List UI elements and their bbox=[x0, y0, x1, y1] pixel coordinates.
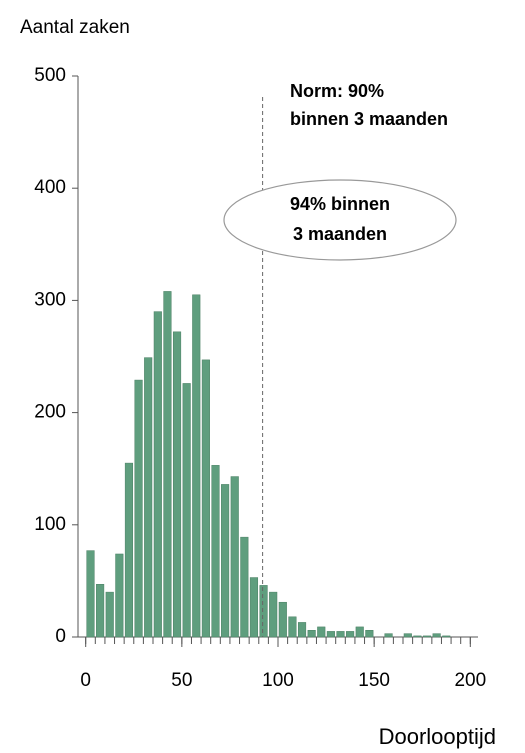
bar bbox=[96, 584, 105, 638]
bar bbox=[249, 577, 259, 638]
callout-label: 3 maanden bbox=[293, 224, 387, 244]
callout-label: 94% binnen bbox=[290, 194, 390, 214]
x-tick-label: 100 bbox=[262, 670, 294, 691]
bar bbox=[230, 476, 239, 638]
y-tick-label: 200 bbox=[34, 402, 66, 423]
bar bbox=[134, 379, 143, 638]
bar bbox=[346, 631, 355, 638]
y-tick-label: 300 bbox=[34, 289, 66, 310]
y-tick-label: 0 bbox=[55, 626, 66, 647]
bar bbox=[297, 622, 307, 638]
x-axis-label: Doorlooptijd bbox=[379, 724, 496, 749]
bar bbox=[307, 630, 316, 638]
callout-ellipse bbox=[223, 179, 457, 261]
bar bbox=[192, 294, 201, 638]
x-tick-label: 200 bbox=[454, 670, 486, 691]
bar bbox=[365, 630, 374, 638]
bar bbox=[288, 616, 297, 638]
bar bbox=[355, 626, 364, 638]
bar bbox=[221, 484, 230, 638]
y-tick-label: 100 bbox=[34, 514, 66, 535]
bar bbox=[105, 591, 114, 638]
bar bbox=[201, 359, 210, 638]
bar bbox=[384, 633, 393, 638]
bar bbox=[211, 465, 220, 638]
y-axis-label: Aantal zaken bbox=[20, 17, 130, 38]
x-tick-label: 150 bbox=[358, 670, 390, 691]
x-tick-label: 50 bbox=[171, 670, 192, 691]
y-tick-label: 400 bbox=[34, 177, 66, 198]
bar bbox=[278, 601, 287, 638]
bar bbox=[172, 331, 182, 638]
bar bbox=[115, 553, 124, 638]
norm-label: binnen 3 maanden bbox=[290, 109, 448, 129]
bar bbox=[432, 633, 441, 638]
bar bbox=[163, 291, 172, 638]
bar bbox=[336, 631, 345, 638]
norm-label: Norm: 90% bbox=[290, 81, 384, 101]
bar bbox=[182, 383, 191, 638]
bar bbox=[240, 536, 249, 638]
bar bbox=[413, 635, 422, 638]
bar bbox=[124, 462, 134, 638]
x-tick-label: 0 bbox=[80, 670, 91, 691]
y-tick-label: 500 bbox=[34, 65, 66, 86]
bar bbox=[326, 631, 335, 638]
bar bbox=[403, 633, 412, 638]
bar bbox=[269, 591, 278, 638]
bar bbox=[442, 635, 451, 638]
bar bbox=[259, 585, 268, 638]
bar bbox=[86, 550, 95, 638]
bar bbox=[153, 311, 162, 638]
bar bbox=[422, 635, 432, 638]
bar bbox=[317, 626, 326, 638]
bar bbox=[144, 357, 153, 638]
